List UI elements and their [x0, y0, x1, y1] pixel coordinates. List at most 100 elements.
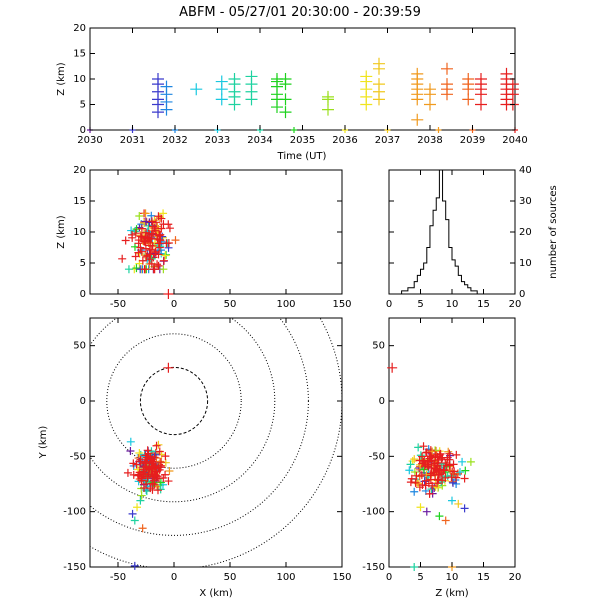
x-tick-label: 10: [446, 572, 459, 583]
time-height-point: [160, 80, 173, 93]
plan-view-point: [154, 440, 163, 449]
plan-view-point: [161, 452, 170, 461]
x-tick-label: 15: [477, 299, 490, 310]
plan-view-point: [136, 455, 145, 464]
y-tick-label: 10: [519, 258, 532, 269]
x-z-panel: -50 0 50 100 150 0 5 10 15 20 Z (km): [56, 165, 352, 310]
plan-view-point: [132, 460, 141, 469]
time-height-point: [373, 78, 385, 91]
z-y-axes: [388, 317, 516, 568]
x-z-point: [161, 251, 170, 260]
plan-view-point: [140, 483, 149, 492]
x-tick-label: 2039: [460, 135, 485, 146]
plan-view-point: [165, 466, 174, 475]
time-height-point: [373, 57, 385, 70]
time-height-point: [215, 75, 228, 88]
z-y-point: [425, 457, 434, 466]
plan-view-point: [139, 463, 148, 472]
z-y-point: [461, 466, 470, 475]
x-z-point: [171, 236, 180, 245]
z-y-point: [424, 479, 433, 488]
plan-view-range-rings: [90, 318, 342, 567]
plan-view-point: [153, 486, 162, 495]
x-tick-label: 10: [446, 299, 459, 310]
chart-title: ABFM - 05/27/01 20:30:00 - 20:39:59: [179, 5, 421, 20]
x-tick-label: 5: [417, 299, 423, 310]
z-y-station-point: [387, 362, 398, 373]
x-z-point: [136, 232, 145, 241]
range-ring: [90, 318, 276, 503]
plan-view-point: [134, 454, 143, 463]
x-z-point: [128, 233, 137, 242]
x-z-point: [165, 224, 174, 233]
time-height-panel: 2030 2031 2032 2033 2034 2035 2036 2037 2038 2039…: [56, 23, 528, 162]
z-y-ticks: 0 5 10 15 20 -150 -100 -50 0 50: [362, 318, 521, 583]
z-y-point: [406, 478, 415, 487]
y-tick-label: -150: [63, 562, 86, 573]
x-z-point: [134, 239, 143, 248]
time-height-point: [462, 93, 475, 106]
x-z-point: [118, 254, 127, 263]
z-y-point: [437, 469, 446, 478]
x-tick-label: 2036: [332, 135, 357, 146]
y-tick-label: 10: [73, 74, 86, 85]
range-ring: [90, 318, 309, 536]
x-z-point: [155, 243, 164, 252]
x-z-point: [131, 229, 140, 238]
y-tick-label: 0: [379, 396, 385, 407]
z-y-outlier: [422, 507, 431, 516]
range-ring: [139, 366, 209, 436]
plan-view-outlier: [133, 503, 142, 512]
time-height-point: [441, 62, 453, 75]
plan-view-point: [164, 477, 173, 486]
z-y-outlier: [410, 563, 419, 571]
histogram-marks: [401, 169, 478, 294]
plan-view-point: [143, 453, 152, 462]
z-y-point: [426, 469, 435, 478]
plan-view-point: [155, 447, 164, 456]
x-z-point: [146, 250, 155, 259]
z-y-point: [431, 451, 440, 460]
z-y-point: [417, 471, 426, 480]
x-z-point: [140, 219, 149, 228]
z-y-outlier: [416, 503, 425, 512]
x-z-point: [130, 242, 139, 251]
y-tick-label: 0: [80, 289, 86, 300]
z-y-outlier: [460, 504, 469, 513]
z-y-point: [435, 470, 444, 479]
x-tick-label: 50: [224, 299, 237, 310]
plan-view-point: [137, 472, 146, 481]
z-y-point: [411, 478, 420, 487]
time-height-point: [462, 73, 475, 85]
time-height-point: [322, 90, 334, 103]
time-height-point: [279, 93, 292, 106]
z-y-point: [437, 454, 446, 463]
x-tick-label: 2031: [120, 135, 145, 146]
x-z-point: [148, 222, 157, 231]
x-tick-label: 150: [332, 572, 351, 583]
plan-view-ylabel: Y (km): [38, 426, 49, 460]
x-tick-label: 150: [332, 299, 351, 310]
z-y-point: [458, 457, 467, 466]
x-z-point: [154, 239, 163, 248]
time-height-point: [411, 113, 424, 126]
y-tick-label: 0: [80, 125, 86, 136]
plan-view-point: [126, 437, 135, 446]
plan-view-point: [135, 448, 144, 457]
plan-view-point: [157, 458, 166, 467]
x-z-point: [134, 248, 143, 257]
x-z-point: [136, 243, 145, 252]
x-tick-label: 2030: [77, 135, 102, 146]
z-y-xlabel: Z (km): [435, 588, 468, 599]
x-z-point: [141, 237, 150, 246]
x-z-point: [146, 241, 155, 250]
x-tick-label: 0: [386, 299, 392, 310]
time-height-point: [500, 67, 513, 80]
x-tick-label: 20: [509, 299, 522, 310]
y-tick-label: 30: [519, 196, 532, 207]
histogram-ylabel: number of sources: [548, 185, 559, 278]
x-z-point: [124, 265, 133, 274]
x-tick-label: 100: [276, 572, 295, 583]
time-height-ticks: 2030 2031 2032 2033 2034 2035 2036 2037 2038 2039…: [73, 23, 527, 146]
y-tick-label: 20: [73, 23, 86, 34]
